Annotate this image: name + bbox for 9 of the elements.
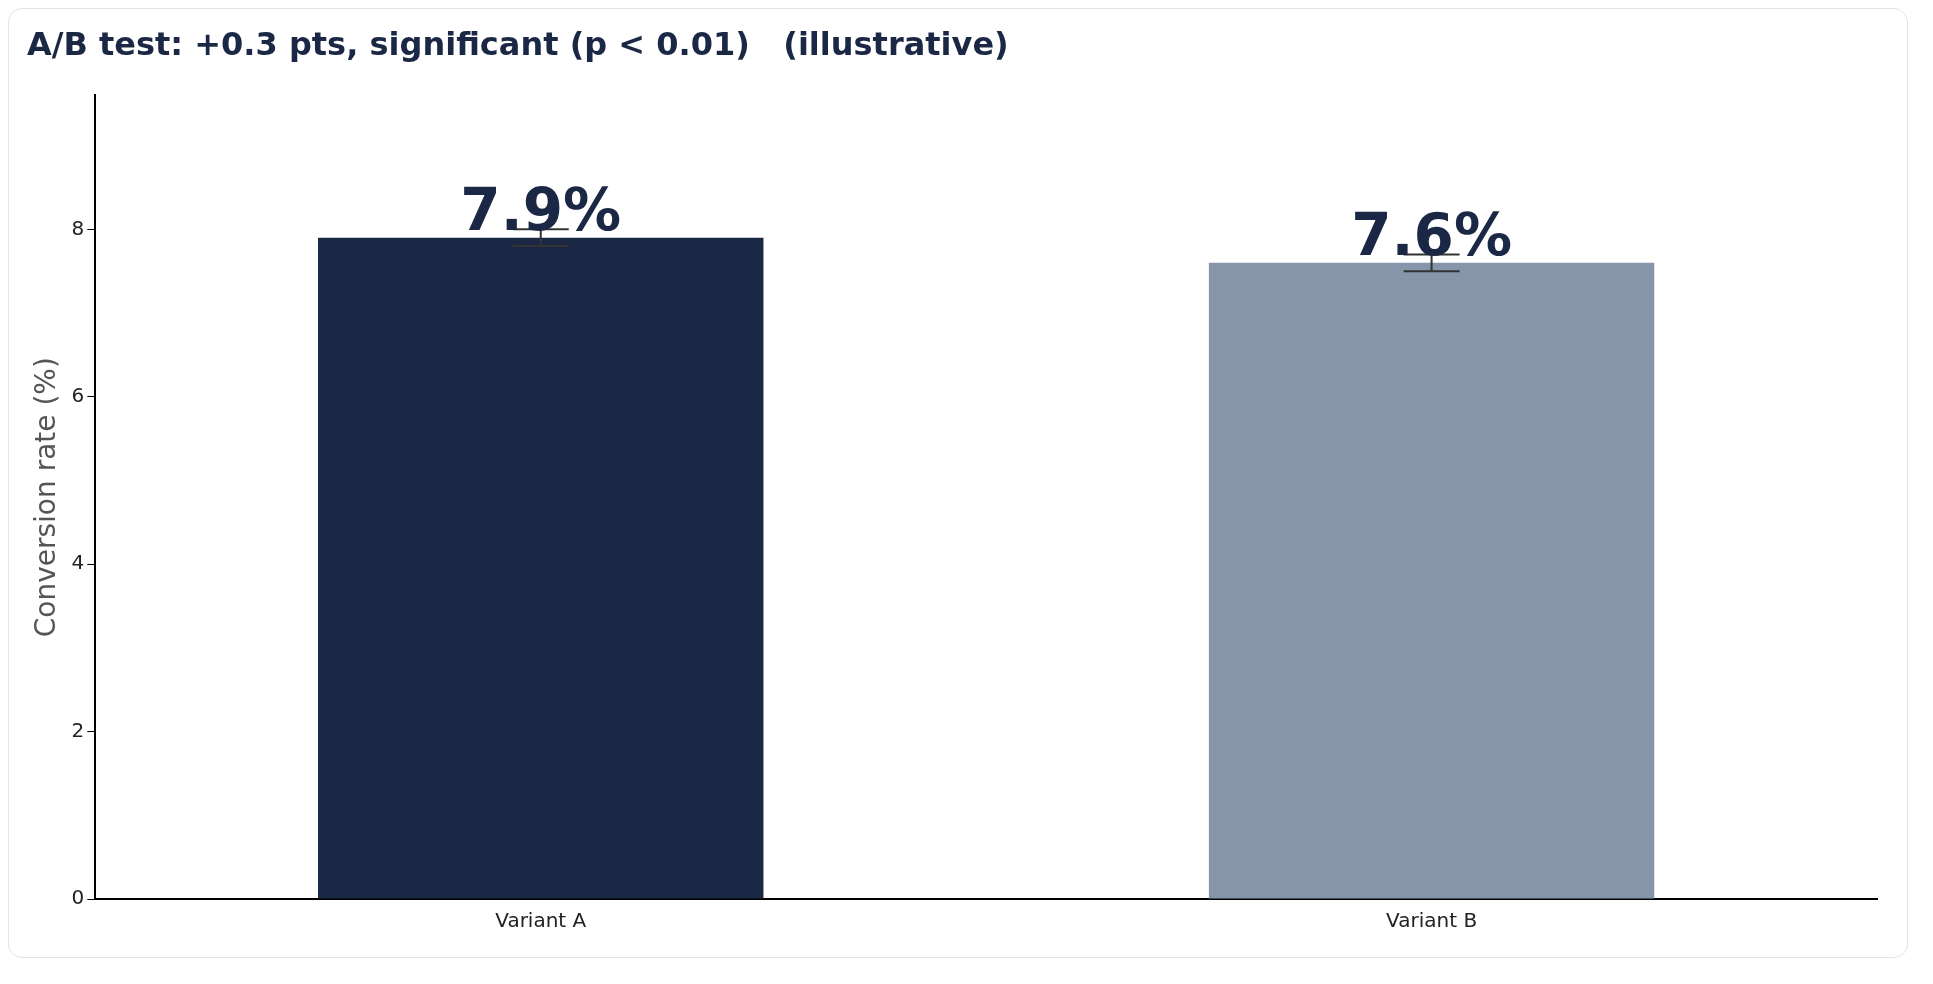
y-tick-label: 6 bbox=[71, 382, 85, 407]
x-tick-label: Variant B bbox=[1386, 908, 1478, 933]
y-axis-title: Conversion rate (%) bbox=[29, 357, 63, 638]
chart-title: A/B test: +0.3 pts, significant (p < 0.01) (illustrative) bbox=[27, 24, 1009, 63]
y-tick-label: 0 bbox=[71, 885, 85, 910]
y-tick-label: 2 bbox=[71, 717, 85, 742]
x-tick-label: Variant A bbox=[495, 908, 587, 933]
y-tick-label: 4 bbox=[71, 550, 85, 575]
y-tick-label: 8 bbox=[71, 215, 85, 240]
